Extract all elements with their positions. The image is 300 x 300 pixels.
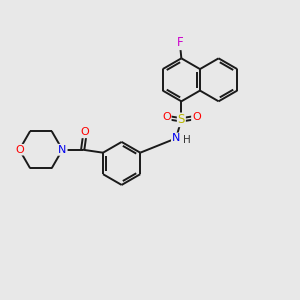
Text: N: N bbox=[58, 145, 67, 155]
Text: H: H bbox=[184, 135, 191, 145]
Text: N: N bbox=[58, 145, 67, 155]
Text: O: O bbox=[15, 145, 24, 155]
Text: O: O bbox=[162, 112, 171, 122]
Text: F: F bbox=[176, 36, 183, 49]
Text: O: O bbox=[192, 112, 201, 122]
Text: S: S bbox=[178, 113, 185, 126]
Text: O: O bbox=[81, 128, 89, 137]
Text: N: N bbox=[172, 134, 180, 143]
